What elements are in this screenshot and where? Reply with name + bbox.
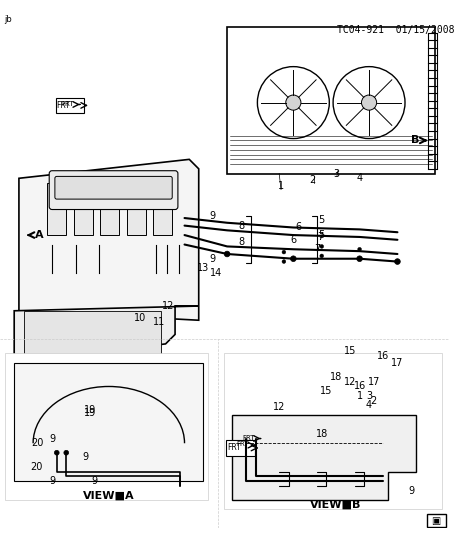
- Polygon shape: [14, 363, 203, 481]
- Circle shape: [320, 244, 324, 248]
- Circle shape: [291, 256, 296, 262]
- Text: 9: 9: [49, 433, 55, 444]
- Circle shape: [357, 256, 363, 262]
- Circle shape: [358, 257, 362, 261]
- Text: 14: 14: [210, 268, 222, 278]
- Text: 12: 12: [344, 377, 356, 387]
- Bar: [127, 183, 146, 235]
- Text: 6: 6: [295, 223, 301, 232]
- Circle shape: [320, 254, 324, 258]
- Text: FRT: FRT: [56, 101, 70, 110]
- Text: TC04-921  01/15/2008: TC04-921 01/15/2008: [337, 25, 455, 35]
- Text: 4: 4: [366, 400, 372, 411]
- FancyBboxPatch shape: [49, 171, 178, 210]
- Text: 6: 6: [290, 235, 296, 245]
- Bar: [153, 183, 172, 235]
- Bar: [74, 183, 93, 235]
- Bar: [63, 99, 80, 110]
- Text: VIEW■B: VIEW■B: [310, 500, 362, 510]
- Text: FRT: FRT: [237, 441, 249, 447]
- Text: 4: 4: [356, 173, 363, 184]
- Text: 17: 17: [391, 358, 404, 368]
- Text: 10: 10: [134, 313, 146, 323]
- Text: FRT: FRT: [61, 100, 74, 106]
- Text: 1: 1: [356, 391, 363, 401]
- Circle shape: [282, 250, 286, 254]
- Text: 13: 13: [197, 263, 210, 273]
- Text: 9: 9: [409, 485, 415, 496]
- Circle shape: [64, 450, 69, 455]
- Text: ▣: ▣: [432, 516, 441, 526]
- Text: A: A: [35, 230, 44, 240]
- Polygon shape: [14, 306, 199, 363]
- Text: 11: 11: [153, 317, 165, 327]
- Text: 1: 1: [278, 181, 284, 191]
- Bar: [47, 183, 66, 235]
- Text: 18: 18: [330, 372, 342, 382]
- Text: jb: jb: [4, 15, 11, 23]
- Text: 19: 19: [84, 405, 96, 415]
- Text: 2: 2: [371, 396, 377, 406]
- Circle shape: [282, 260, 286, 263]
- FancyBboxPatch shape: [56, 98, 84, 113]
- Bar: [100, 183, 119, 235]
- Text: 9: 9: [49, 476, 55, 486]
- Text: 17: 17: [368, 377, 380, 387]
- FancyBboxPatch shape: [226, 440, 255, 456]
- Circle shape: [358, 248, 362, 251]
- Text: 16: 16: [377, 351, 389, 361]
- Bar: [24, 311, 161, 358]
- FancyBboxPatch shape: [55, 176, 172, 199]
- Text: 5: 5: [319, 215, 325, 225]
- Text: 19: 19: [84, 408, 96, 418]
- Circle shape: [55, 450, 59, 455]
- Circle shape: [224, 251, 230, 257]
- Text: 8: 8: [238, 237, 245, 247]
- Polygon shape: [19, 159, 199, 320]
- Text: 9: 9: [82, 452, 88, 463]
- Text: 3: 3: [333, 168, 339, 179]
- Text: FRT: FRT: [242, 434, 255, 440]
- Text: 15: 15: [320, 386, 333, 396]
- Circle shape: [395, 258, 400, 264]
- Bar: [237, 440, 255, 450]
- Text: 16: 16: [354, 382, 366, 392]
- FancyBboxPatch shape: [5, 353, 208, 500]
- Text: 20: 20: [30, 462, 42, 472]
- Text: 9: 9: [210, 254, 216, 264]
- Text: 12: 12: [273, 402, 285, 412]
- FancyBboxPatch shape: [427, 514, 446, 527]
- Text: 12: 12: [162, 301, 174, 311]
- Text: 5: 5: [319, 230, 325, 240]
- Text: 7: 7: [317, 232, 323, 242]
- Text: 9: 9: [91, 476, 98, 486]
- FancyBboxPatch shape: [227, 27, 435, 174]
- Text: 15: 15: [344, 345, 356, 356]
- Text: 20: 20: [32, 438, 44, 449]
- Text: B: B: [411, 135, 419, 146]
- Circle shape: [362, 95, 377, 110]
- FancyBboxPatch shape: [224, 353, 442, 509]
- Circle shape: [286, 95, 301, 110]
- Text: VIEW■A: VIEW■A: [83, 490, 135, 500]
- Bar: [243, 433, 260, 444]
- Text: FRT: FRT: [227, 444, 241, 452]
- Text: 3: 3: [366, 391, 372, 401]
- Text: 8: 8: [238, 220, 245, 231]
- Text: 2: 2: [309, 175, 315, 185]
- Text: 9: 9: [210, 211, 216, 221]
- Text: 7: 7: [314, 244, 320, 254]
- Text: 18: 18: [316, 429, 328, 439]
- Polygon shape: [232, 415, 416, 500]
